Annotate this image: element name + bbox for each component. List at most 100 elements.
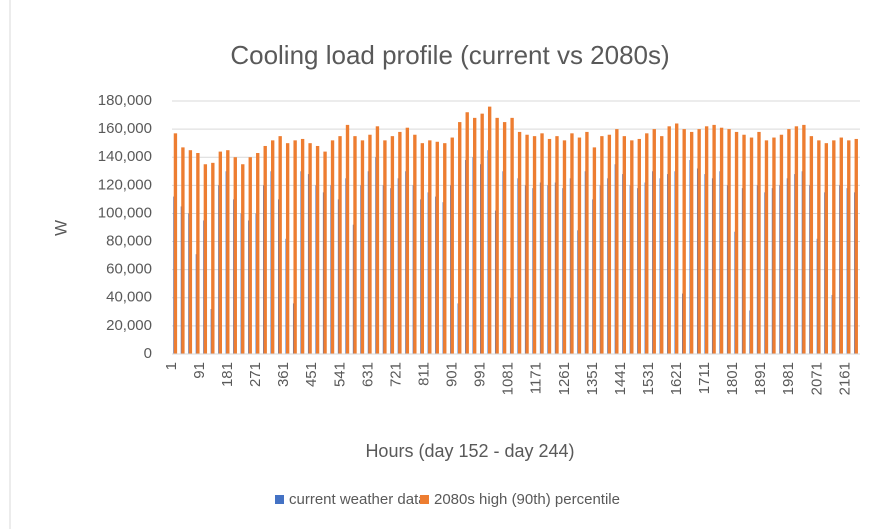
bar [555, 136, 559, 354]
x-tick-label: 1621 [668, 362, 685, 395]
bar [360, 140, 365, 354]
x-tick-label: 1 [163, 362, 180, 370]
x-tick-label: 541 [331, 362, 348, 387]
chart-title: Cooling load profile (current vs 2080s) [230, 40, 669, 70]
y-tick-label: 180,000 [98, 92, 152, 109]
bar [315, 145, 320, 354]
x-tick-label: 1351 [584, 362, 601, 395]
bar [712, 124, 716, 355]
bar [338, 136, 342, 354]
bar [592, 147, 597, 354]
y-axis-label: W [51, 220, 70, 236]
bar [248, 157, 252, 354]
bar [383, 140, 387, 354]
bar [211, 162, 215, 354]
bar [607, 134, 612, 354]
bar [824, 143, 829, 354]
bar [450, 137, 454, 354]
x-tick-label: 1441 [612, 362, 629, 395]
bar [787, 129, 791, 354]
bar [323, 151, 327, 354]
x-tick-label: 631 [359, 362, 376, 387]
bar [645, 133, 649, 354]
x-tick-label: 451 [303, 362, 320, 387]
bar [854, 138, 858, 354]
x-tick-label: 2071 [808, 362, 825, 395]
bar [420, 143, 425, 354]
y-tick-label: 20,000 [106, 317, 152, 334]
x-tick-label: 811 [415, 362, 432, 386]
bar [405, 127, 410, 354]
bar [727, 129, 731, 354]
bar [809, 136, 814, 354]
y-tick-label: 60,000 [106, 261, 152, 278]
bar [263, 145, 267, 354]
x-tick-label: 1081 [500, 362, 517, 395]
bar [622, 136, 627, 354]
bar [473, 117, 477, 354]
bar [585, 131, 589, 354]
x-tick-label: 991 [472, 362, 489, 387]
bar [682, 129, 686, 354]
bar [181, 147, 185, 354]
bar [480, 113, 484, 355]
y-tick-label: 40,000 [106, 289, 152, 306]
bar [256, 153, 260, 354]
bar [300, 138, 305, 354]
bar [495, 117, 499, 354]
bar [218, 151, 223, 354]
bar [353, 136, 357, 354]
bar [465, 112, 469, 354]
x-axis-label: Hours (day 152 - day 244) [365, 441, 574, 461]
bar [547, 138, 552, 354]
bar [764, 140, 769, 354]
bar [772, 137, 776, 354]
x-tick-label: 271 [247, 362, 264, 387]
bar [667, 126, 671, 354]
bar [271, 140, 275, 354]
bar [330, 140, 335, 354]
x-tick-label: 361 [275, 362, 292, 387]
x-tick-label: 1711 [696, 362, 713, 394]
bar [652, 129, 656, 354]
legend-swatch [275, 495, 284, 504]
bar [196, 153, 200, 354]
bar [540, 133, 544, 354]
bar [390, 136, 395, 354]
bar [600, 136, 604, 354]
y-tick-label: 140,000 [98, 148, 152, 165]
x-tick-label: 1801 [724, 362, 741, 395]
bar [847, 140, 851, 354]
bar [525, 134, 529, 354]
bar [173, 133, 178, 354]
y-tick-label: 120,000 [98, 176, 152, 193]
legend-swatch [420, 495, 429, 504]
x-tick-label: 1891 [752, 362, 769, 395]
y-tick-label: 0 [144, 345, 152, 362]
bar [742, 134, 746, 354]
bar [839, 137, 843, 354]
bar [704, 126, 709, 354]
x-tick-label: 2161 [836, 362, 853, 395]
bar [398, 131, 402, 354]
bar [660, 136, 664, 354]
bar [689, 131, 694, 354]
bar [615, 129, 619, 354]
bar [188, 150, 193, 354]
bar [345, 124, 350, 355]
bar [278, 136, 282, 354]
bar [241, 164, 245, 354]
y-tick-label: 160,000 [98, 120, 152, 137]
bar [368, 134, 372, 354]
bar [413, 134, 417, 354]
bar [487, 106, 492, 354]
bar [458, 122, 462, 354]
y-tick-label: 80,000 [106, 233, 152, 250]
bar [428, 140, 432, 354]
bar [675, 123, 679, 354]
bar [570, 133, 574, 354]
bar [502, 122, 507, 354]
x-tick-label: 91 [191, 362, 208, 379]
bar [817, 140, 821, 354]
bar [637, 138, 641, 354]
